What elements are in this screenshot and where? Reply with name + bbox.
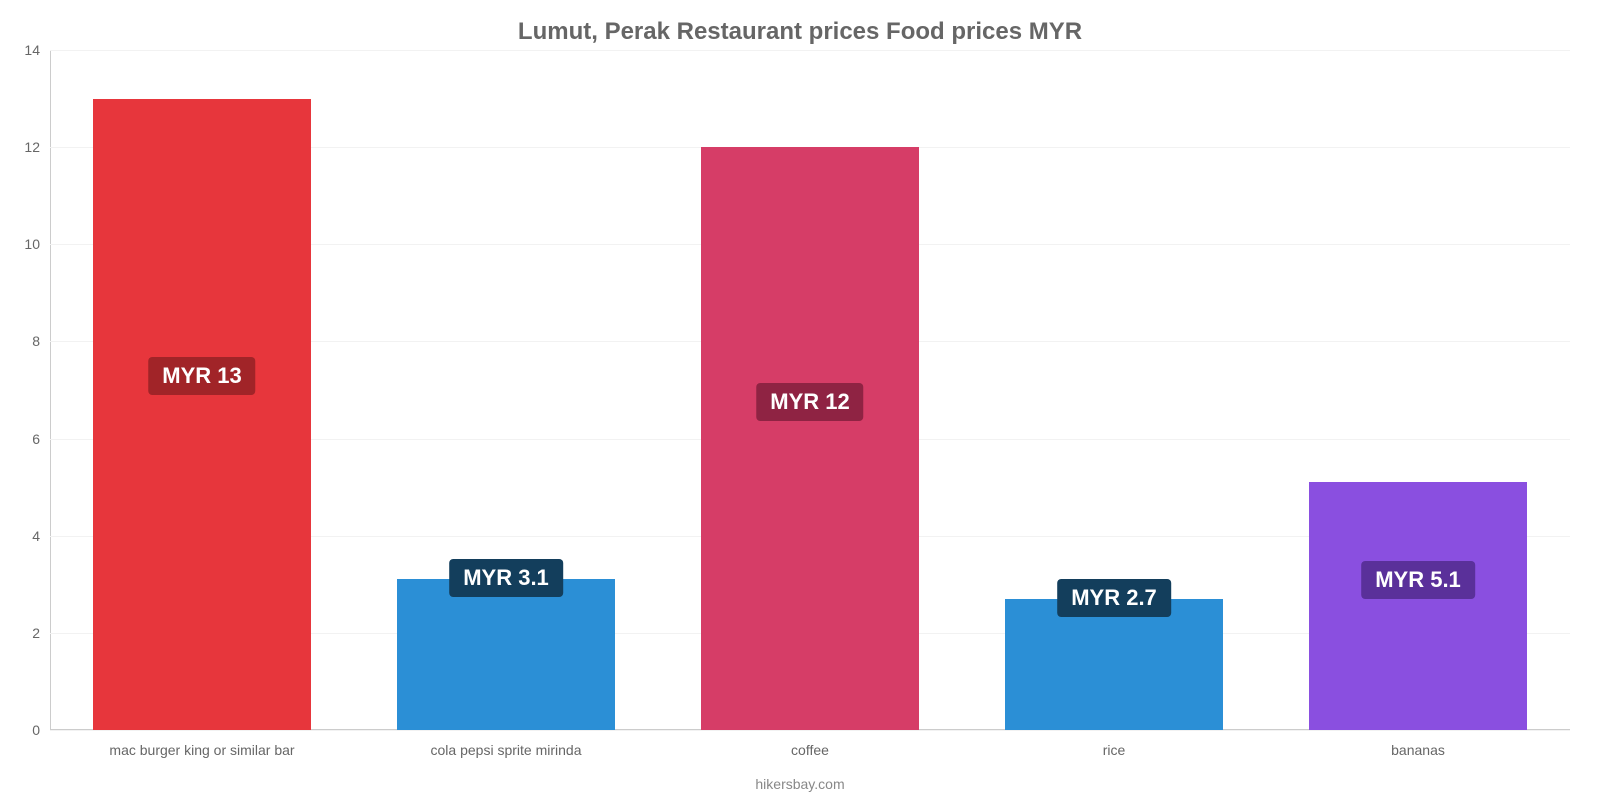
y-tick-label: 2 (32, 625, 40, 641)
bar-value-label: MYR 13 (148, 357, 255, 395)
y-tick-label: 14 (24, 42, 40, 58)
bar (1309, 482, 1528, 730)
y-tick-label: 0 (32, 722, 40, 738)
bar-slot: MYR 12coffee (658, 50, 962, 730)
bar-slot: MYR 3.1cola pepsi sprite mirinda (354, 50, 658, 730)
y-tick-label: 8 (32, 333, 40, 349)
bar (701, 147, 920, 730)
bar-value-label: MYR 5.1 (1361, 561, 1475, 599)
bar-slot: MYR 5.1bananas (1266, 50, 1570, 730)
plot-area: MYR 13mac burger king or similar barMYR … (50, 50, 1570, 730)
y-tick-label: 12 (24, 139, 40, 155)
x-tick-label: cola pepsi sprite mirinda (356, 742, 656, 758)
bar-slot: MYR 13mac burger king or similar bar (50, 50, 354, 730)
y-tick-label: 4 (32, 528, 40, 544)
x-tick-label: rice (964, 742, 1264, 758)
source-label: hikersbay.com (755, 776, 844, 792)
bar-slot: MYR 2.7rice (962, 50, 1266, 730)
bar (397, 579, 616, 730)
x-tick-label: mac burger king or similar bar (52, 742, 352, 758)
chart-container: Lumut, Perak Restaurant prices Food pric… (0, 0, 1600, 800)
y-tick-label: 10 (24, 236, 40, 252)
bar-value-label: MYR 2.7 (1057, 579, 1171, 617)
bar-value-label: MYR 3.1 (449, 559, 563, 597)
x-tick-label: bananas (1268, 742, 1568, 758)
bar (93, 99, 312, 730)
bars-region: MYR 13mac burger king or similar barMYR … (50, 50, 1570, 730)
gridline (50, 730, 1570, 731)
bar-value-label: MYR 12 (756, 383, 863, 421)
chart-title: Lumut, Perak Restaurant prices Food pric… (0, 0, 1600, 46)
y-tick-label: 6 (32, 431, 40, 447)
x-tick-label: coffee (660, 742, 960, 758)
bar (1005, 599, 1224, 730)
